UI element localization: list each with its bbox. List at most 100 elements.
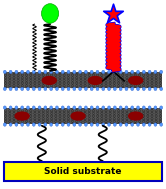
Circle shape bbox=[160, 106, 163, 109]
Circle shape bbox=[55, 106, 58, 109]
Circle shape bbox=[32, 106, 35, 109]
Circle shape bbox=[90, 106, 93, 109]
Circle shape bbox=[90, 87, 93, 91]
Circle shape bbox=[160, 123, 163, 126]
Circle shape bbox=[38, 70, 41, 74]
Circle shape bbox=[90, 123, 93, 126]
Circle shape bbox=[137, 123, 139, 126]
Circle shape bbox=[38, 123, 41, 126]
Point bbox=[112, 12, 115, 15]
Circle shape bbox=[131, 70, 134, 74]
Circle shape bbox=[21, 70, 24, 74]
Circle shape bbox=[119, 123, 122, 126]
Circle shape bbox=[125, 123, 128, 126]
Circle shape bbox=[148, 70, 151, 74]
Circle shape bbox=[44, 123, 47, 126]
Circle shape bbox=[15, 70, 18, 74]
Circle shape bbox=[154, 106, 157, 109]
Circle shape bbox=[61, 70, 64, 74]
Ellipse shape bbox=[88, 77, 102, 84]
Circle shape bbox=[67, 123, 70, 126]
Circle shape bbox=[102, 123, 105, 126]
Circle shape bbox=[73, 70, 76, 74]
Circle shape bbox=[73, 87, 76, 91]
Circle shape bbox=[79, 87, 82, 91]
Circle shape bbox=[27, 106, 29, 109]
Circle shape bbox=[108, 123, 111, 126]
Circle shape bbox=[15, 87, 18, 91]
Circle shape bbox=[125, 87, 128, 91]
Bar bbox=[4, 72, 162, 88]
Circle shape bbox=[142, 70, 145, 74]
Circle shape bbox=[108, 106, 111, 109]
Circle shape bbox=[73, 106, 76, 109]
Circle shape bbox=[21, 87, 24, 91]
Circle shape bbox=[55, 70, 58, 74]
Circle shape bbox=[113, 87, 116, 91]
Circle shape bbox=[44, 70, 47, 74]
Circle shape bbox=[21, 123, 24, 126]
Circle shape bbox=[15, 106, 18, 109]
Circle shape bbox=[137, 106, 139, 109]
Circle shape bbox=[148, 123, 151, 126]
Circle shape bbox=[84, 87, 87, 91]
Circle shape bbox=[160, 87, 163, 91]
Circle shape bbox=[38, 106, 41, 109]
Circle shape bbox=[32, 70, 35, 74]
Circle shape bbox=[102, 106, 105, 109]
Circle shape bbox=[38, 87, 41, 91]
Ellipse shape bbox=[42, 77, 56, 84]
Circle shape bbox=[148, 87, 151, 91]
Circle shape bbox=[142, 106, 145, 109]
Circle shape bbox=[102, 87, 105, 91]
Circle shape bbox=[131, 106, 134, 109]
Circle shape bbox=[96, 70, 99, 74]
Circle shape bbox=[160, 70, 163, 74]
Circle shape bbox=[27, 70, 29, 74]
Circle shape bbox=[131, 87, 134, 91]
Circle shape bbox=[108, 70, 111, 74]
Circle shape bbox=[113, 106, 116, 109]
Circle shape bbox=[3, 70, 6, 74]
Circle shape bbox=[50, 70, 53, 74]
Circle shape bbox=[50, 123, 53, 126]
Circle shape bbox=[137, 70, 139, 74]
Circle shape bbox=[50, 87, 53, 91]
Circle shape bbox=[50, 106, 53, 109]
Circle shape bbox=[154, 123, 157, 126]
Circle shape bbox=[131, 123, 134, 126]
Circle shape bbox=[44, 87, 47, 91]
Circle shape bbox=[55, 87, 58, 91]
Circle shape bbox=[119, 70, 122, 74]
Circle shape bbox=[84, 106, 87, 109]
Circle shape bbox=[3, 123, 6, 126]
Circle shape bbox=[21, 106, 24, 109]
Circle shape bbox=[125, 106, 128, 109]
Ellipse shape bbox=[129, 77, 143, 84]
Circle shape bbox=[119, 87, 122, 91]
Circle shape bbox=[84, 70, 87, 74]
Circle shape bbox=[32, 87, 35, 91]
Circle shape bbox=[113, 70, 116, 74]
Circle shape bbox=[108, 87, 111, 91]
Circle shape bbox=[79, 70, 82, 74]
Circle shape bbox=[154, 70, 157, 74]
Circle shape bbox=[9, 70, 12, 74]
FancyBboxPatch shape bbox=[4, 162, 162, 181]
Circle shape bbox=[90, 70, 93, 74]
Circle shape bbox=[142, 123, 145, 126]
Circle shape bbox=[61, 106, 64, 109]
Circle shape bbox=[15, 123, 18, 126]
Circle shape bbox=[61, 87, 64, 91]
Circle shape bbox=[154, 87, 157, 91]
Circle shape bbox=[119, 106, 122, 109]
Text: Solid substrate: Solid substrate bbox=[44, 167, 122, 176]
Circle shape bbox=[113, 123, 116, 126]
Circle shape bbox=[27, 123, 29, 126]
Circle shape bbox=[102, 70, 105, 74]
Circle shape bbox=[67, 70, 70, 74]
Circle shape bbox=[32, 123, 35, 126]
Circle shape bbox=[9, 87, 12, 91]
Circle shape bbox=[27, 87, 29, 91]
Circle shape bbox=[3, 106, 6, 109]
